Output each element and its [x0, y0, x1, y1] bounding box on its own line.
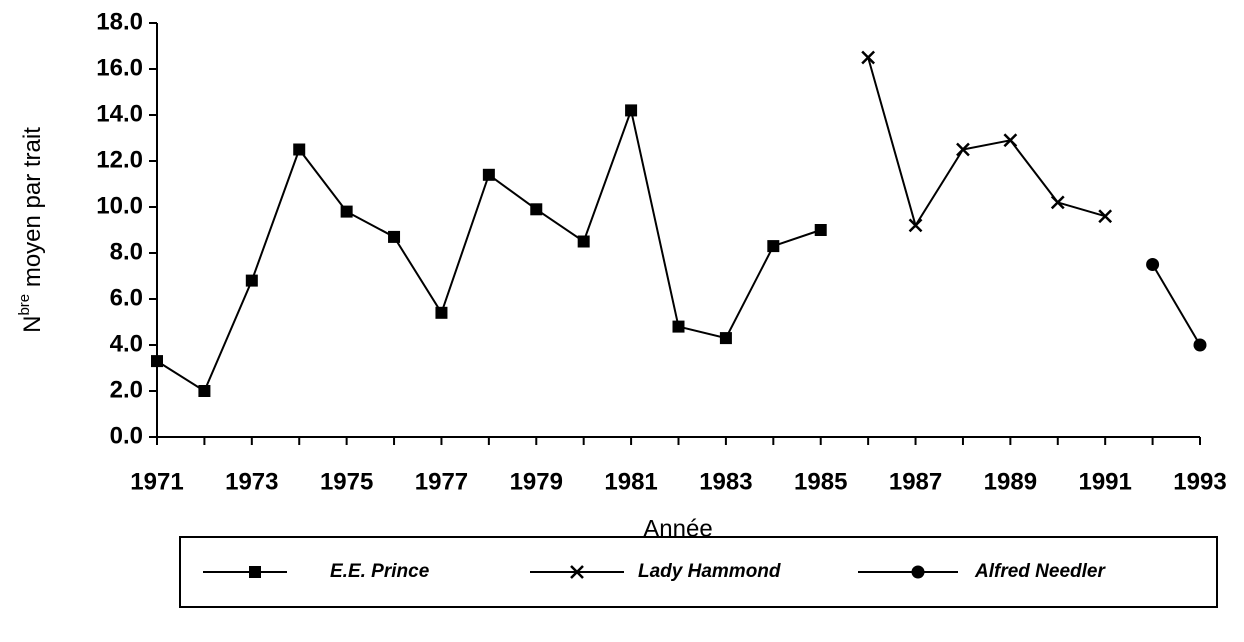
y-tick-label: 12.0	[96, 146, 143, 173]
legend-label: E.E. Prince	[330, 561, 430, 582]
point	[482, 168, 495, 181]
legend-marker	[249, 566, 261, 578]
y-title-sup: bre	[16, 294, 33, 316]
legend-marker	[911, 565, 925, 579]
y-tick-label: 2.0	[110, 376, 143, 403]
series-line	[867, 57, 1106, 228]
legend-label: Alfred Needler	[974, 561, 1106, 582]
point	[1146, 258, 1160, 271]
y-tick-label: 18.0	[96, 8, 143, 35]
point	[1193, 338, 1207, 352]
series-line	[156, 106, 822, 393]
point	[861, 50, 876, 65]
x-tick-label: 1981	[604, 468, 657, 495]
legend-label: Lady Hammond	[638, 561, 781, 582]
point	[956, 142, 970, 157]
y-title-rest: moyen par trait	[19, 127, 46, 294]
x-tick-label: 1975	[320, 468, 373, 495]
point	[672, 320, 685, 333]
point	[1050, 195, 1065, 210]
point	[293, 143, 306, 156]
x-tick-label: 1993	[1173, 468, 1226, 495]
point	[435, 306, 448, 319]
x-tick-label: 1987	[889, 468, 942, 495]
point	[719, 332, 732, 345]
point	[1003, 133, 1018, 148]
x-tick-label: 1989	[984, 468, 1037, 495]
y-tick-label: 0.0	[110, 422, 143, 449]
x-tick-label: 1985	[794, 468, 847, 495]
x-tick-label: 1979	[510, 468, 563, 495]
legend-marker	[570, 565, 584, 579]
y-tick-label: 14.0	[96, 100, 143, 127]
x-tick-label: 1983	[699, 468, 752, 495]
y-tick-label: 6.0	[110, 284, 143, 311]
y-tick-label: 10.0	[96, 192, 143, 219]
y-tick-label: 16.0	[96, 54, 143, 81]
point	[198, 385, 211, 397]
x-tick-label: 1973	[225, 468, 278, 495]
series-line	[1151, 263, 1201, 346]
x-tick-label: 1971	[130, 468, 183, 495]
point	[814, 224, 827, 236]
point	[340, 205, 353, 218]
point	[388, 230, 401, 243]
x-tick-label: 1977	[415, 468, 468, 495]
y-tick-label: 8.0	[110, 238, 143, 265]
point	[1098, 209, 1113, 224]
point	[530, 203, 543, 216]
point	[625, 104, 638, 117]
point	[245, 274, 258, 287]
y-axis-title: Nbre moyen par trait	[16, 127, 46, 333]
point	[767, 240, 780, 253]
x-tick-label: 1991	[1078, 468, 1131, 495]
y-title-base: N	[19, 316, 46, 333]
point	[577, 235, 590, 248]
point	[908, 218, 923, 233]
point	[151, 355, 163, 368]
x-axis-title: Année	[643, 515, 712, 542]
y-tick-label: 4.0	[110, 330, 143, 357]
legend-box	[179, 536, 1218, 608]
